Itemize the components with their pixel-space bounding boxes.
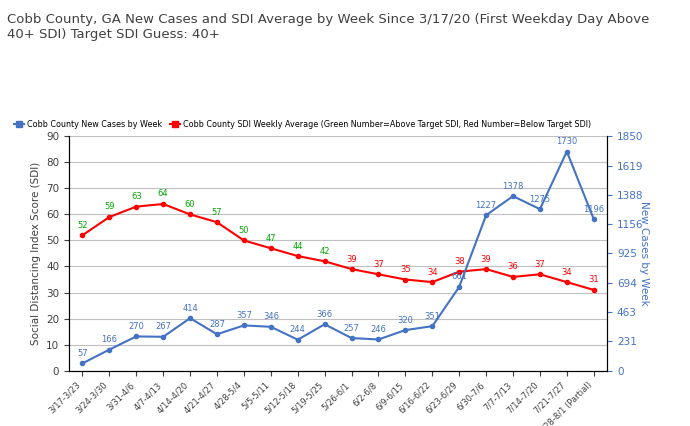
Text: 287: 287: [209, 320, 225, 329]
Text: Cobb County, GA New Cases and SDI Average by Week Since 3/17/20 (First Weekday D: Cobb County, GA New Cases and SDI Averag…: [7, 13, 649, 41]
Text: 351: 351: [424, 311, 440, 321]
Text: 57: 57: [77, 349, 88, 358]
Text: 36: 36: [508, 262, 518, 271]
Text: 257: 257: [344, 323, 359, 333]
Text: 42: 42: [319, 247, 330, 256]
Y-axis label: Social Distancing Index Score (SDI): Social Distancing Index Score (SDI): [30, 162, 41, 345]
Text: 267: 267: [155, 322, 171, 331]
Text: 47: 47: [266, 234, 276, 243]
Text: 1275: 1275: [529, 195, 551, 204]
Text: 320: 320: [397, 316, 413, 325]
Text: 366: 366: [317, 310, 333, 319]
Text: 270: 270: [128, 322, 144, 331]
Text: 244: 244: [290, 325, 306, 334]
Text: 39: 39: [346, 254, 357, 264]
Text: 50: 50: [239, 226, 249, 235]
Y-axis label: New Cases by Week: New Cases by Week: [639, 201, 649, 306]
Text: 57: 57: [212, 207, 222, 217]
Text: 414: 414: [182, 304, 198, 313]
Legend: Cobb County New Cases by Week, Cobb County SDI Weekly Average (Green Number=Abov: Cobb County New Cases by Week, Cobb Coun…: [11, 117, 595, 132]
Text: 1196: 1196: [583, 204, 604, 213]
Text: 39: 39: [481, 254, 491, 264]
Text: 59: 59: [104, 202, 115, 211]
Text: 1730: 1730: [556, 137, 578, 146]
Text: 1378: 1378: [502, 181, 524, 190]
Text: 34: 34: [427, 268, 437, 276]
Text: 346: 346: [263, 312, 279, 321]
Text: 661: 661: [451, 272, 467, 281]
Text: 34: 34: [562, 268, 572, 276]
Text: 37: 37: [373, 260, 384, 269]
Text: 246: 246: [371, 325, 386, 334]
Text: 1227: 1227: [475, 201, 497, 210]
Text: 31: 31: [589, 275, 599, 285]
Text: 60: 60: [185, 200, 195, 209]
Text: 38: 38: [454, 257, 464, 266]
Text: 63: 63: [131, 192, 141, 201]
Text: 52: 52: [77, 221, 88, 230]
Text: 64: 64: [158, 190, 168, 199]
Text: 44: 44: [293, 242, 303, 250]
Text: 37: 37: [535, 260, 545, 269]
Text: 166: 166: [101, 335, 117, 344]
Text: 357: 357: [236, 311, 252, 320]
Text: 35: 35: [400, 265, 411, 274]
